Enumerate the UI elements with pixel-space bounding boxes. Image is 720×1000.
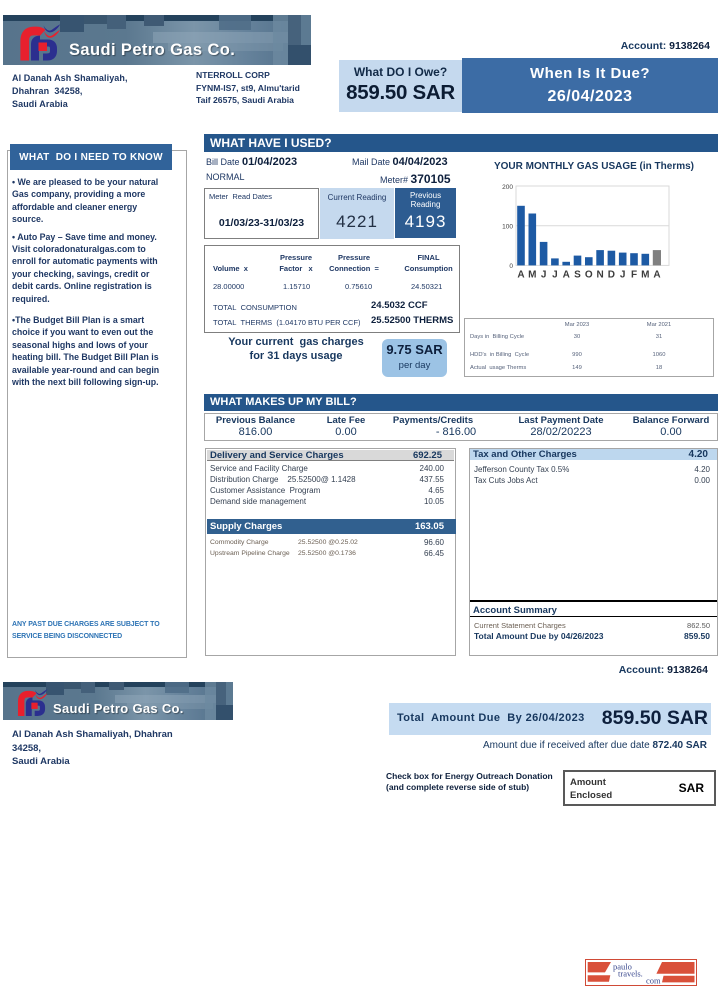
svg-text:paulo: paulo [613,962,632,972]
svg-text:S: S [574,270,581,281]
svg-text:com: com [646,976,661,986]
svg-text:F: F [631,270,637,281]
svg-text:N: N [596,270,603,281]
svg-text:travels.: travels. [618,969,643,979]
svg-text:J: J [552,270,558,281]
svg-text:A: A [563,270,570,281]
svg-text:O: O [585,270,593,281]
svg-text:A: A [517,270,524,281]
svg-text:M: M [528,270,536,281]
svg-text:J: J [541,270,547,281]
svg-text:J: J [620,270,626,281]
svg-text:M: M [641,270,649,281]
svg-text:200: 200 [502,184,513,191]
svg-text:A: A [653,270,660,281]
svg-text:0: 0 [509,263,513,270]
svg-text:100: 100 [502,224,513,231]
svg-text:D: D [608,270,615,281]
